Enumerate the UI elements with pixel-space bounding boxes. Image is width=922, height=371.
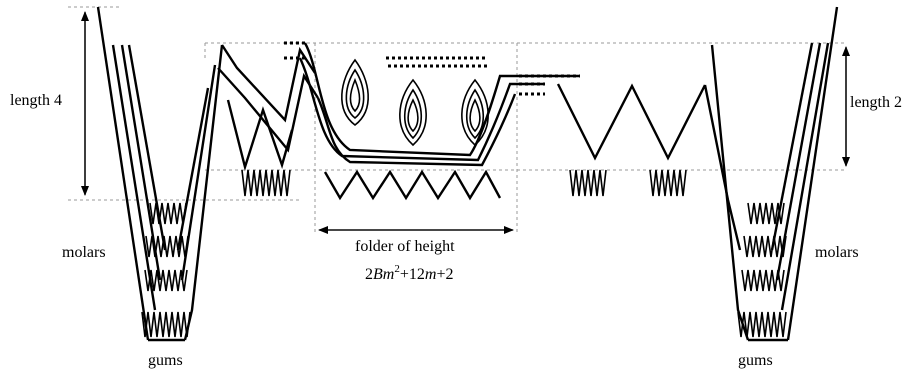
formula-exponent: 2 (394, 263, 400, 275)
formula-var-b: B (373, 266, 383, 283)
length-2-label: length 2 (850, 94, 902, 111)
length-4-label: length 4 (10, 92, 62, 109)
left-molar-column (96, 6, 224, 342)
gums-right-label: gums (738, 352, 773, 369)
folder-region (284, 41, 580, 201)
folder-label: folder of height (355, 238, 455, 255)
right-molar-column (710, 6, 839, 342)
formula-var-m: m (383, 266, 395, 283)
gums-left-label: gums (148, 352, 183, 369)
molars-right-label: molars (815, 244, 859, 261)
molars-left-label: molars (62, 244, 106, 261)
formula-tail: +2 (436, 266, 453, 283)
right-v-teeth (556, 83, 742, 251)
formula-prefix: 2 (365, 266, 373, 283)
formula-var-m2: m (425, 266, 437, 283)
formula-rest: +12 (400, 266, 425, 283)
folder-formula: 2Bm2+12m+2 (365, 263, 453, 283)
